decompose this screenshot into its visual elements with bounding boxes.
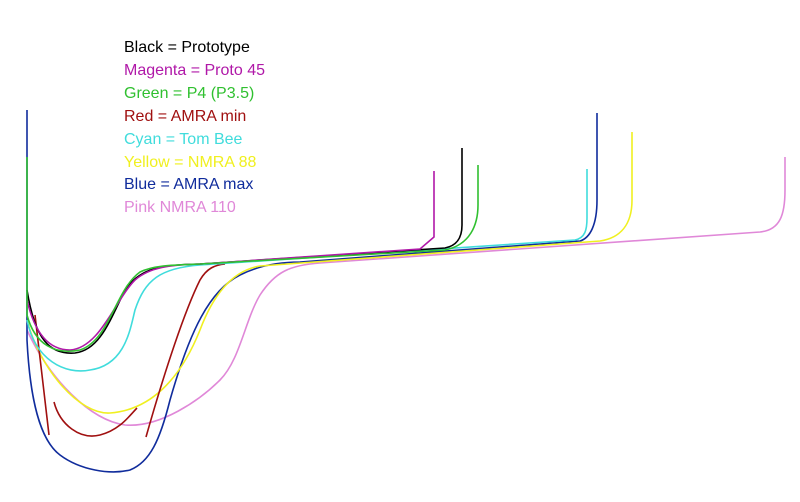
legend-item: Yellow = NMRA 88 <box>124 153 257 171</box>
legend-item: Magenta = Proto 45 <box>124 61 265 79</box>
legend-item: Pink NMRA 110 <box>124 199 236 217</box>
legend-item: Red = AMRA min <box>124 107 247 125</box>
legend-item: Green = P4 (P3.5) <box>124 84 255 102</box>
legend: Black = Prototype Magenta = Proto 45 Gre… <box>124 37 265 220</box>
legend-item: Cyan = Tom Bee <box>124 130 243 148</box>
profile-yellow-nmra-88 <box>26 132 633 414</box>
legend-item: Blue = AMRA max <box>124 176 254 194</box>
profile-pink-nmra-110 <box>26 157 786 426</box>
profile-cyan-tom-bee <box>26 169 588 372</box>
legend-item: Black = Prototype <box>124 39 250 56</box>
profile-red-amra-min <box>34 263 226 438</box>
profile-green-p4 <box>26 157 479 352</box>
profile-blue-amra-max <box>26 110 598 473</box>
